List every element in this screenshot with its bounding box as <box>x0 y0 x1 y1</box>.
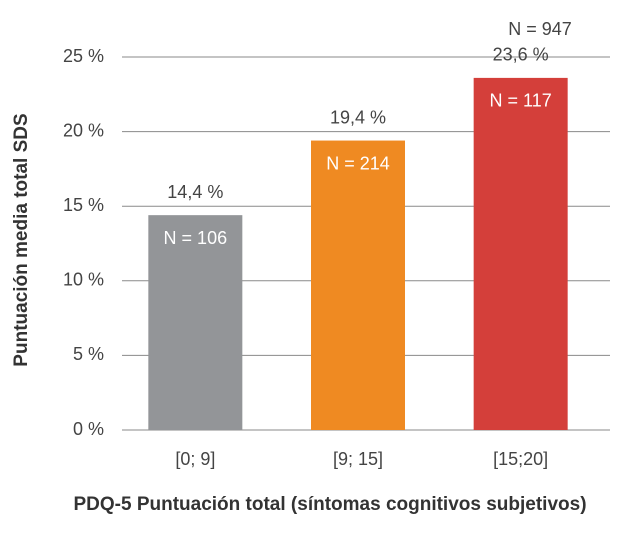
bar <box>473 77 568 430</box>
x-tick-label: [9; 15] <box>333 449 383 469</box>
bar-label: N = 214 <box>326 153 390 173</box>
x-tick-label: [15;20] <box>493 449 548 469</box>
annotation: N = 947 <box>508 19 572 39</box>
y-axis-label: Puntuación media total SDS <box>11 113 32 366</box>
bar-label: N = 117 <box>490 91 552 111</box>
y-tick-label: 5 % <box>73 344 104 364</box>
y-tick-label: 10 % <box>63 270 104 290</box>
bar-label: N = 106 <box>164 228 228 248</box>
value-label: 14,4 % <box>167 182 223 202</box>
x-axis-label: PDQ-5 Puntuación total (síntomas cogniti… <box>73 494 587 515</box>
bar <box>148 215 243 430</box>
x-tick-label: [0; 9] <box>175 449 215 469</box>
bar <box>311 140 405 430</box>
y-tick-label: 20 % <box>63 120 104 140</box>
y-tick-label: 25 % <box>63 46 104 66</box>
y-tick-label: 0 % <box>73 419 104 439</box>
value-label: 19,4 % <box>330 107 386 127</box>
y-tick-label: 15 % <box>63 195 104 215</box>
value-label: 23,6 % <box>493 45 549 65</box>
